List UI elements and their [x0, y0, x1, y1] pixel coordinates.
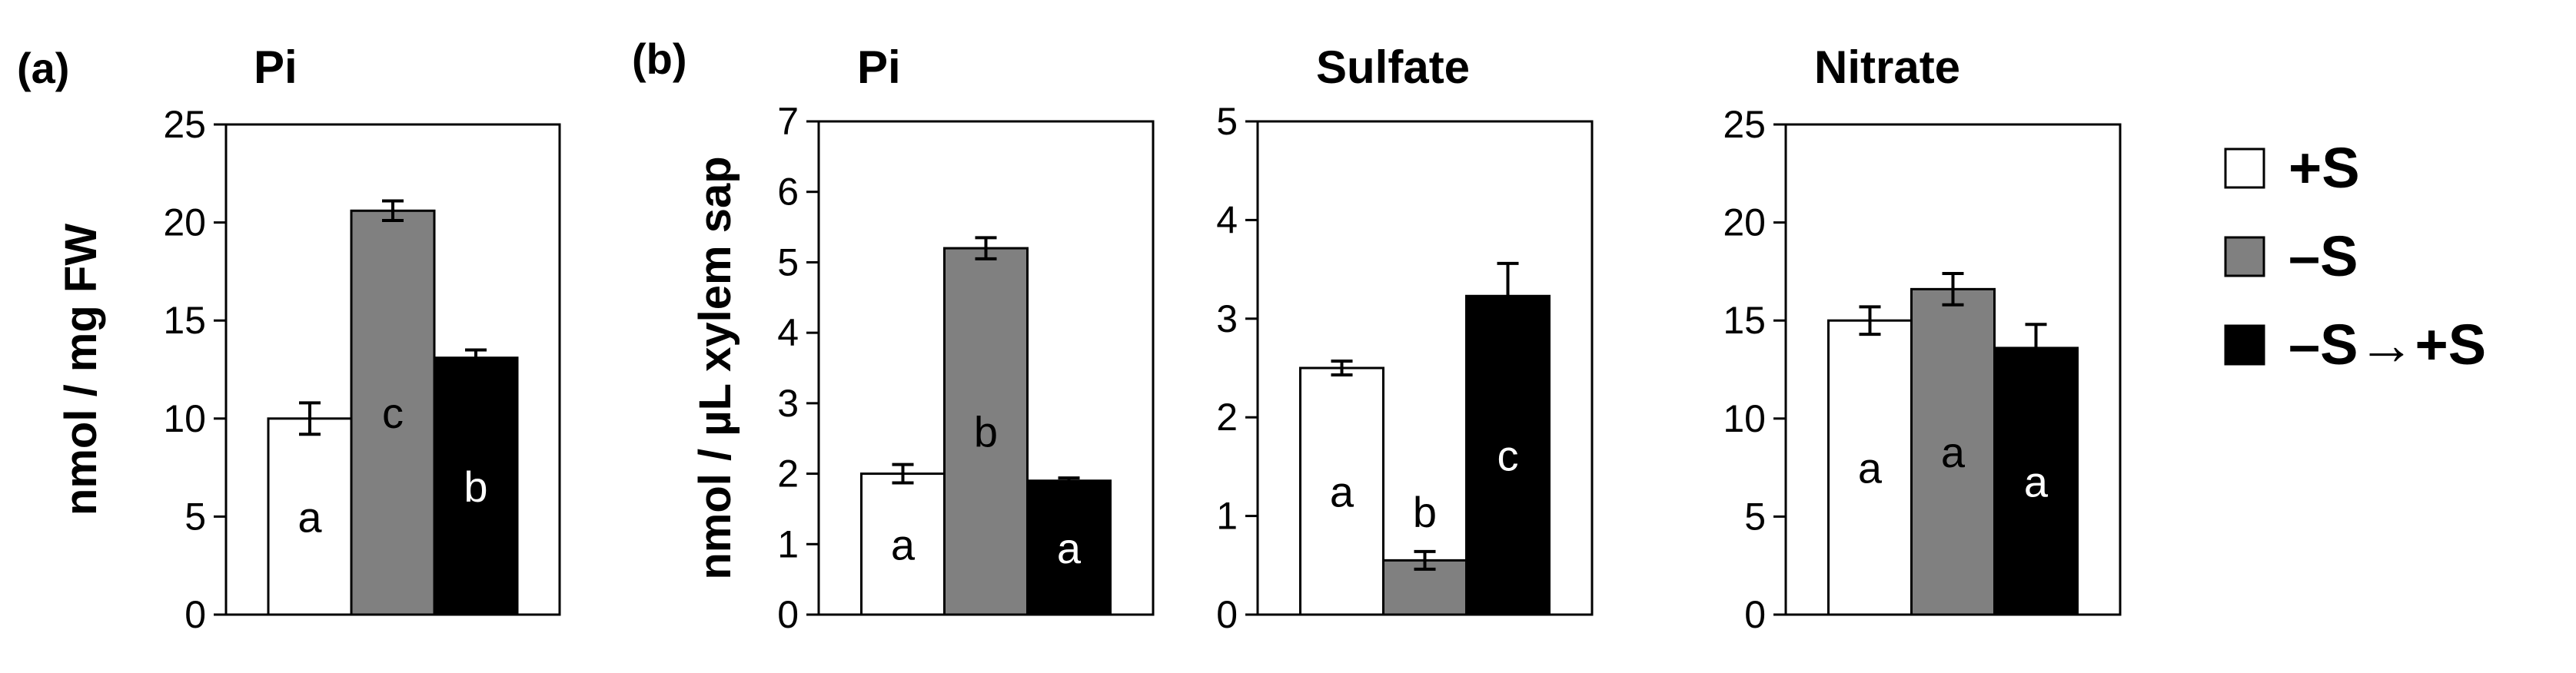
legend-label-minus-s: –S: [2288, 224, 2358, 288]
y-tick-label: 7: [777, 100, 799, 143]
significance-letter: b: [1413, 488, 1437, 536]
y-tick-label: 2: [1216, 396, 1238, 439]
significance-letter: b: [974, 408, 998, 456]
chart-title: Pi: [254, 41, 297, 93]
y-tick-label: 10: [163, 397, 206, 440]
y-tick-label: 25: [163, 103, 206, 146]
significance-letter: a: [1057, 524, 1082, 572]
plot-frame: [1256, 120, 1594, 616]
chart-3: Sulfate 0 1 2 3 4 5 a b c: [1216, 41, 1594, 636]
y-tick-label: 3: [777, 382, 799, 425]
chart-title: Sulfate: [1316, 41, 1470, 93]
plot-frame: [224, 123, 561, 616]
y-tick-label: 20: [163, 201, 206, 244]
y-tick-label: 1: [1216, 495, 1238, 538]
chart-title: Nitrate: [1814, 41, 1960, 93]
chart-4: Nitrate 0 5 10 15 20 25 a a a: [1723, 41, 2122, 636]
bar-minus-s-to-plus-s: [1465, 294, 1551, 616]
significance-letter: a: [297, 492, 322, 541]
significance-letter: a: [1858, 444, 1883, 492]
y-tick-label: 0: [1216, 593, 1238, 636]
y-tick-label: 4: [1216, 198, 1238, 241]
y-tick-label: 25: [1723, 103, 1766, 146]
significance-letter: a: [1330, 468, 1354, 516]
y-tick-label: 0: [1744, 593, 1766, 636]
panel-label-b: (b): [632, 35, 687, 83]
y-tick-label: 5: [777, 240, 799, 283]
y-tick-label: 5: [1744, 495, 1766, 538]
y-tick-label: 0: [184, 593, 206, 636]
legend-swatch-plus-s: [2224, 148, 2265, 189]
y-tick-label: 15: [163, 299, 206, 342]
significance-letter: c: [1497, 432, 1519, 480]
legend: +S –S –S→+S: [2224, 136, 2486, 376]
panel-label-a: (a): [17, 44, 69, 92]
plot-frame: [1784, 123, 2122, 616]
y-tick-label: 15: [1723, 299, 1766, 342]
y-tick-label: 10: [1723, 397, 1766, 440]
y-tick-label: 5: [184, 495, 206, 538]
chart-2: Pi 0 1 2 3 4 5 6 7 a b a nmol / µL xylem sap: [690, 41, 1155, 636]
y-tick-label: 4: [777, 311, 799, 354]
bar-plus-s: [1299, 366, 1384, 616]
y-axis-label: nmol / mg FW: [56, 224, 106, 516]
chart-title: Pi: [857, 41, 901, 93]
chart-1: Pi 0 5 10 15 20 25 a c b nmol / mg FW: [56, 41, 561, 636]
significance-letter: a: [2024, 457, 2049, 506]
y-tick-label: 20: [1723, 201, 1766, 244]
legend-label-plus-s: +S: [2288, 136, 2360, 200]
significance-letter: a: [1941, 428, 1966, 476]
y-tick-label: 0: [777, 593, 799, 636]
bar-minus-s: [943, 247, 1029, 616]
y-tick-label: 5: [1216, 100, 1238, 143]
plot-frame: [817, 120, 1155, 616]
y-tick-label: 6: [777, 171, 799, 214]
bar-plus-s: [1827, 319, 1913, 616]
y-tick-label: 1: [777, 522, 799, 565]
legend-swatch-minus-s: [2224, 236, 2265, 277]
bar-minus-s-to-plus-s: [1993, 346, 2079, 616]
legend-label-minus-s-to-plus-s: –S→+S: [2288, 313, 2486, 376]
y-tick-label: 3: [1216, 297, 1238, 340]
y-tick-label: 2: [777, 453, 799, 496]
bar-minus-s: [1910, 287, 1996, 616]
significance-letter: b: [464, 462, 487, 511]
significance-letter: c: [382, 389, 404, 437]
significance-letter: a: [891, 520, 916, 569]
legend-swatch-minus-s-to-plus-s: [2224, 324, 2265, 366]
y-axis-label: nmol / µL xylem sap: [690, 156, 740, 579]
